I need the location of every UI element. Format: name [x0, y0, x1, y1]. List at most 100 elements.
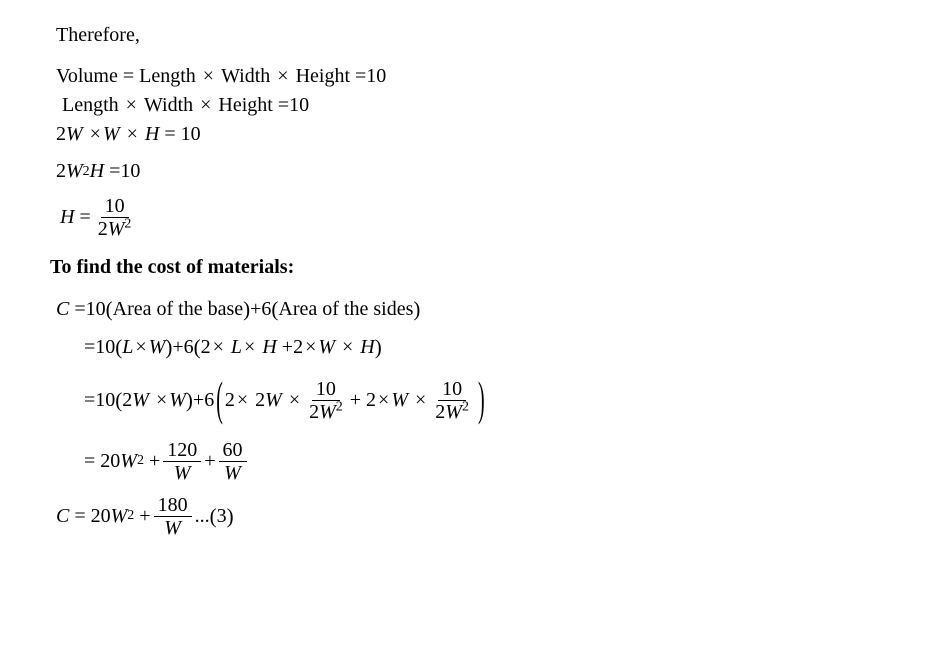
label-width: Width — [144, 92, 193, 119]
coef-six: 6 — [261, 296, 271, 323]
var-w: W — [169, 387, 186, 414]
frac-num: 10 — [438, 378, 466, 401]
var-h: H — [60, 204, 74, 231]
label-length: Length — [62, 92, 119, 119]
volume-line-3: 2 W × W × H = 10 — [56, 121, 894, 148]
coef-two: 2 — [56, 121, 66, 148]
frac-num: 180 — [154, 494, 192, 517]
equals: = — [84, 334, 95, 361]
frac-den: W — [220, 462, 245, 484]
volume-derivation: Volume = Length × Width × Height = 10 Le… — [56, 63, 894, 240]
equals: = — [84, 448, 95, 475]
value-ten: 10 — [181, 121, 201, 148]
volume-line-4: 2 W2 H = 10 — [56, 158, 894, 185]
equals: = — [164, 121, 175, 148]
var-h: H — [145, 121, 159, 148]
var-c: C — [56, 503, 69, 530]
fraction-h: 10 2W2 — [94, 195, 136, 240]
var-l: L — [231, 334, 242, 361]
equation-number: 3 — [217, 503, 227, 530]
plus: + — [250, 296, 261, 323]
intro-text: Therefore, — [56, 22, 894, 49]
label-height: Height — [218, 92, 272, 119]
var-w: W — [149, 334, 166, 361]
value-ten: 10 — [120, 158, 140, 185]
coef-two: 2 — [225, 387, 235, 414]
coef-two: 2 — [255, 387, 265, 414]
var-w: W — [132, 387, 149, 414]
value-ten: 10 — [289, 92, 309, 119]
frac-den: W — [170, 462, 195, 484]
equals: = — [84, 387, 95, 414]
cost-line-1: C = 10 ( Area of the base ) + 6 ( Area o… — [56, 295, 894, 323]
equals: = — [109, 158, 120, 185]
var-h: H — [360, 334, 374, 361]
fraction: 120 W — [163, 439, 201, 484]
cost-line-3: = 10 ( 2 W × W ) + 6 ( 2 × 2 W × 10 2W2 … — [84, 378, 894, 423]
frac-den: 2W2 — [94, 218, 136, 240]
coef-two: 2 — [201, 334, 211, 361]
frac-num: 120 — [163, 439, 201, 462]
var-c: C — [56, 296, 69, 323]
fraction: 60 W — [219, 439, 247, 484]
var-h: H — [90, 158, 104, 185]
frac-num: 10 — [101, 195, 129, 218]
plus: + — [282, 334, 293, 361]
dots: ... — [195, 503, 210, 530]
cost-line-5: C = 20 W2 + 180 W ... ( 3 ) — [56, 494, 894, 539]
text-sides-area: Area of the sides — [278, 296, 413, 323]
coef-ten: 10 — [95, 334, 115, 361]
var-w: W — [66, 121, 83, 148]
fraction: 10 2W2 — [305, 378, 347, 423]
frac-den: 2W2 — [305, 401, 347, 423]
var-w: W — [391, 387, 408, 414]
plus: + — [193, 387, 204, 414]
frac-num: 10 — [312, 378, 340, 401]
value-ten: 10 — [366, 63, 386, 90]
coef-ten: 10 — [95, 387, 115, 414]
equals: = — [74, 503, 85, 530]
var-w: W — [103, 121, 120, 148]
coef-six: 6 — [204, 387, 214, 414]
var-w: W — [66, 158, 83, 185]
frac-den: W — [160, 517, 185, 539]
volume-line-2: Length × Width × Height = 10 — [62, 92, 894, 119]
plus: + — [139, 503, 150, 530]
var-w: W — [318, 334, 335, 361]
coef-twenty: 20 — [100, 448, 120, 475]
var-h: H — [262, 334, 276, 361]
equals: = — [79, 204, 90, 231]
label-height: Height — [296, 63, 350, 90]
volume-line-1: Volume = Length × Width × Height = 10 — [56, 63, 894, 90]
plus: + — [204, 448, 215, 475]
label-length: Length — [139, 63, 196, 90]
equals: = — [278, 92, 289, 119]
fraction: 10 2W2 — [431, 378, 473, 423]
coef-six: 6 — [184, 334, 194, 361]
section-heading-cost: To find the cost of materials: — [50, 254, 894, 281]
frac-num: 60 — [219, 439, 247, 462]
coef-two: 2 — [56, 158, 66, 185]
var-w: W — [120, 448, 137, 475]
frac-den: 2W2 — [431, 401, 473, 423]
coef-ten: 10 — [86, 296, 106, 323]
equals: = — [355, 63, 366, 90]
coef-two: 2 — [293, 334, 303, 361]
equals: = — [123, 63, 134, 90]
cost-derivation: C = 10 ( Area of the base ) + 6 ( Area o… — [56, 295, 894, 539]
var-w: W — [265, 387, 282, 414]
label-width: Width — [221, 63, 270, 90]
volume-line-5: H = 10 2W2 — [60, 195, 894, 240]
cost-line-4: = 20 W2 + 120 W + 60 W — [84, 439, 894, 484]
coef-two: 2 — [122, 387, 132, 414]
equals: = — [74, 296, 85, 323]
plus: + — [172, 334, 183, 361]
coef-two: 2 — [366, 387, 376, 414]
fraction: 180 W — [154, 494, 192, 539]
cost-line-2: = 10 ( L × W ) + 6 ( 2 × L × H + 2 × W ×… — [84, 333, 894, 361]
label-volume: Volume — [56, 63, 118, 90]
text-base-area: Area of the base — [113, 296, 244, 323]
coef-twenty: 20 — [91, 503, 111, 530]
plus: + — [149, 448, 160, 475]
var-w: W — [111, 503, 128, 530]
